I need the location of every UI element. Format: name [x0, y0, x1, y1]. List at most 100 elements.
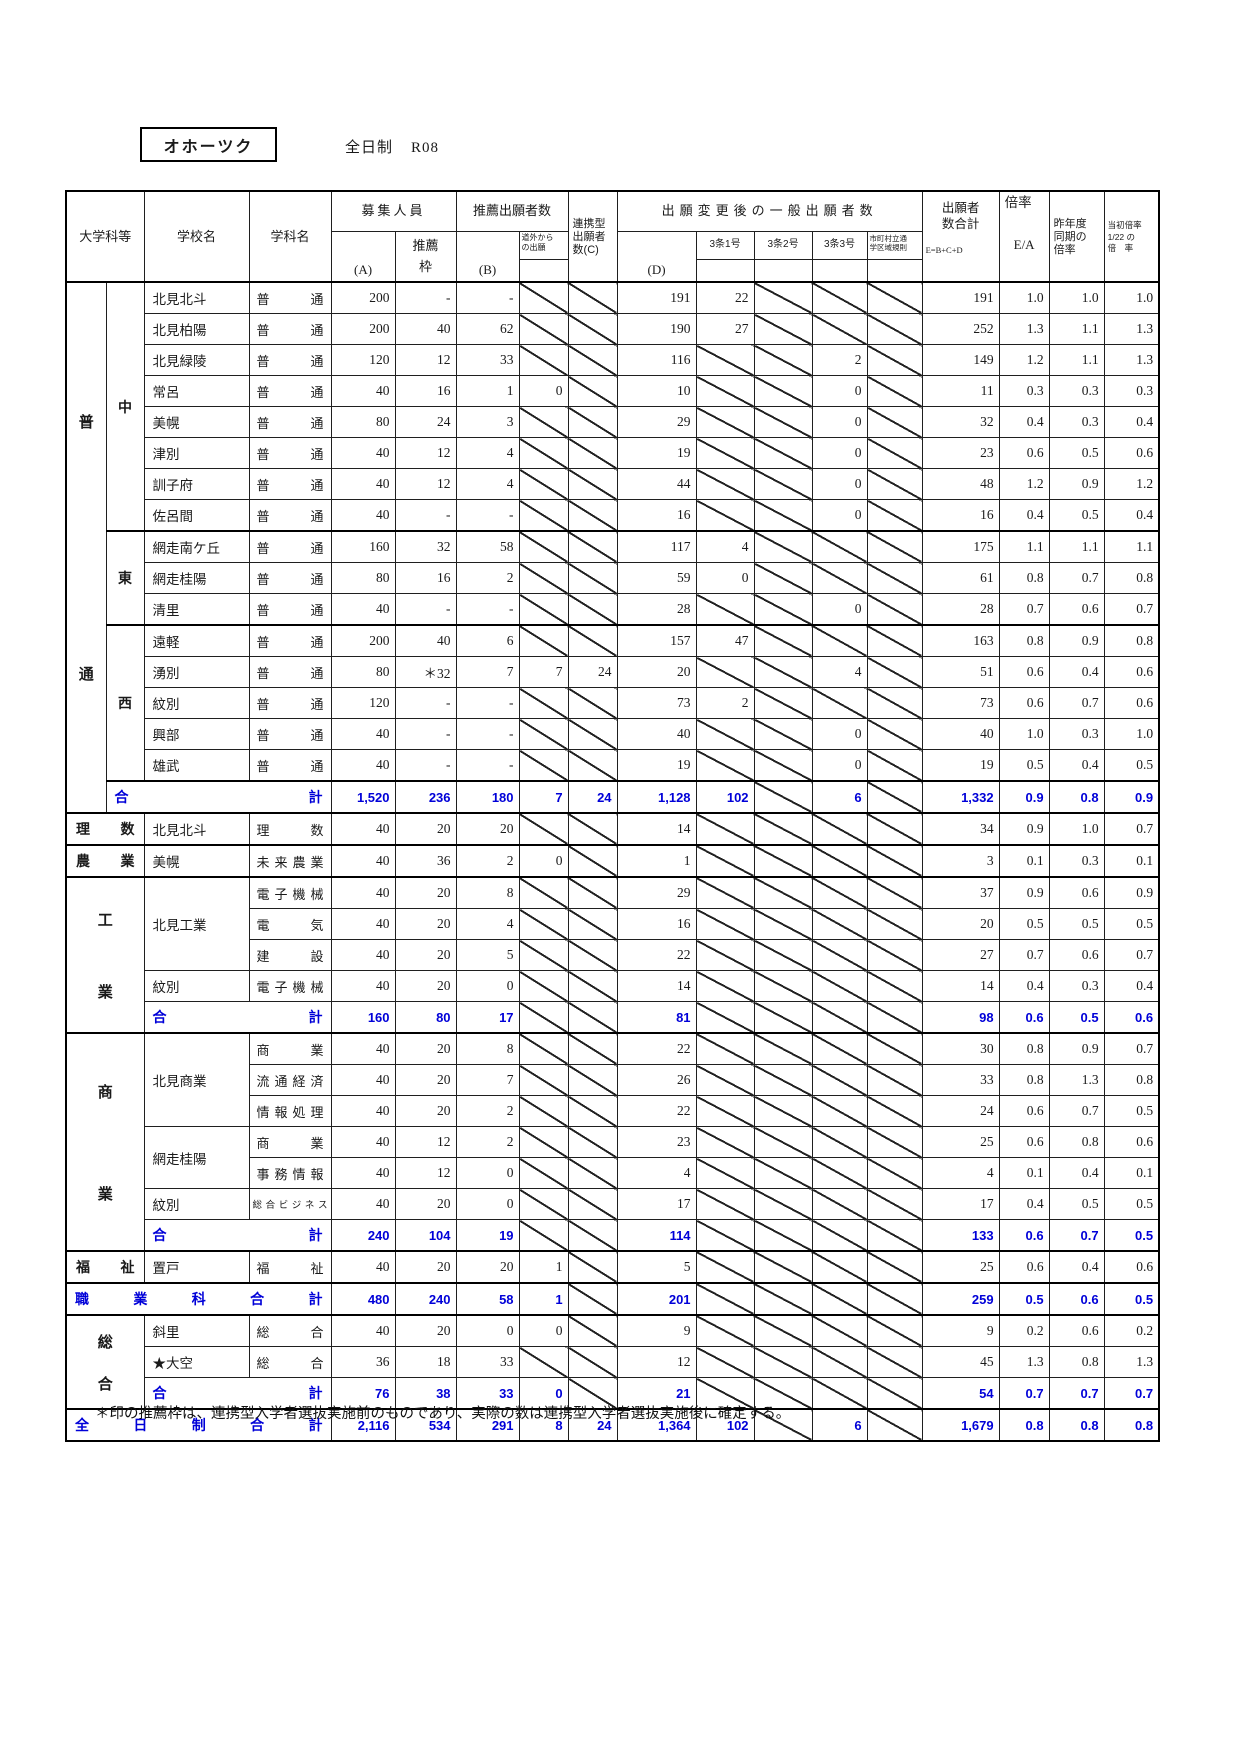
slash-cell — [567, 1188, 618, 1220]
slash-cell — [811, 1064, 868, 1096]
value-cell: 40 — [330, 939, 396, 971]
slash-cell — [518, 437, 569, 469]
slash-cell — [753, 1032, 813, 1065]
slash-cell — [866, 1001, 923, 1034]
value-cell: 20 — [616, 656, 697, 688]
value-cell: 5 — [616, 1250, 697, 1284]
value-cell: 102 — [695, 780, 755, 814]
slash-cell — [518, 1095, 569, 1127]
slash-cell — [866, 1157, 923, 1189]
department-cell: 普 通 — [248, 593, 332, 626]
category-label-char: 商 — [97, 1083, 113, 1101]
slash-cell — [866, 1095, 923, 1127]
department-cell: 普 通 — [248, 718, 332, 750]
slash-cell — [866, 970, 923, 1002]
school-name-cell: 興部 — [143, 718, 250, 750]
department-cell: 事務情報 — [248, 1157, 332, 1189]
slash-cell — [753, 1282, 813, 1316]
value-cell: 5 — [455, 939, 520, 971]
value-cell: 1.3 — [1103, 1346, 1160, 1378]
school-name-cell: 網走桂陽 — [143, 562, 250, 594]
slash-cell — [695, 656, 755, 688]
slash-cell — [567, 908, 618, 940]
table-row: 湧別普 通 80 ＊32 7 7 24 20 4 51 0.6 0.4 0.6 — [66, 656, 1160, 688]
slash-cell — [518, 468, 569, 500]
value-cell: 14 — [616, 970, 697, 1002]
value-cell: 0.6 — [1048, 876, 1105, 909]
value-cell: 16 — [616, 499, 697, 532]
value-cell: ＊32 — [394, 656, 457, 688]
slash-cell — [866, 530, 923, 563]
value-cell: 0.6 — [998, 1001, 1050, 1034]
value-cell: 1.3 — [1048, 1064, 1105, 1096]
value-cell: 0.5 — [1048, 437, 1105, 469]
slash-cell — [753, 281, 813, 314]
slash-cell — [753, 812, 813, 846]
table-row: 福 祉置戸福 祉 40 20 20 1 5 25 0.6 0.4 0.6 — [65, 1250, 1160, 1284]
slash-cell — [567, 1126, 618, 1158]
total-formula-label: E=B+C+D — [925, 244, 963, 255]
value-cell: - — [394, 281, 457, 314]
value-cell: 0.7 — [1103, 593, 1160, 626]
value-cell: 252 — [921, 313, 1000, 345]
slash-cell — [518, 1064, 569, 1096]
slash-cell — [753, 1095, 813, 1127]
value-cell: 40 — [330, 499, 396, 532]
value-cell: 0.7 — [1103, 812, 1160, 846]
value-cell: 3 — [921, 844, 1000, 878]
slash-cell — [567, 1250, 618, 1284]
value-cell: 23 — [921, 437, 1000, 469]
value-cell: 30 — [921, 1032, 1000, 1065]
value-cell: 0.1 — [998, 844, 1050, 878]
value-cell: 0.7 — [998, 939, 1050, 971]
value-cell: 16 — [394, 562, 457, 594]
value-cell: 28 — [616, 593, 697, 626]
value-cell: 7 — [455, 1064, 520, 1096]
value-cell: 0.9 — [1048, 1032, 1105, 1065]
slash-cell — [753, 844, 813, 878]
ratio-label: 倍率 — [1004, 195, 1032, 210]
value-cell: 22 — [616, 1032, 697, 1065]
slash-cell — [518, 313, 569, 345]
slash-cell — [753, 1064, 813, 1096]
slash-cell — [567, 876, 618, 909]
value-cell: 1.1 — [1048, 344, 1105, 376]
value-cell: 1.3 — [1103, 313, 1160, 345]
slash-cell — [753, 1001, 813, 1034]
slash-cell — [866, 1250, 923, 1284]
value-cell: 6 — [811, 780, 868, 814]
value-cell: 2 — [811, 344, 868, 376]
value-cell: 4 — [455, 908, 520, 940]
slash-cell — [567, 844, 618, 878]
total-applicants-label: 出願者 数合計 — [941, 201, 980, 232]
value-cell: - — [455, 281, 520, 314]
school-name-cell: 北見緑陵 — [143, 344, 250, 376]
value-cell: 20 — [394, 1188, 457, 1220]
value-cell: 9 — [921, 1314, 1000, 1347]
value-cell: 36 — [394, 844, 457, 878]
slash-cell — [866, 780, 923, 814]
value-cell: 0.9 — [998, 812, 1050, 846]
value-cell: 0.4 — [998, 406, 1050, 438]
value-cell: 0 — [811, 749, 868, 782]
slash-cell — [567, 1282, 618, 1316]
value-cell: 116 — [616, 344, 697, 376]
slash-cell — [753, 1377, 813, 1410]
value-cell: 0.7 — [1103, 939, 1160, 971]
value-cell: 0.7 — [998, 593, 1050, 626]
slash-cell — [811, 1157, 868, 1189]
value-cell: 20 — [394, 876, 457, 909]
value-cell: 21 — [616, 1377, 697, 1410]
value-cell: 40 — [330, 718, 396, 750]
value-cell: 40 — [330, 812, 396, 846]
value-cell: 48 — [921, 468, 1000, 500]
value-cell: 19 — [616, 437, 697, 469]
school-name-cell: 清里 — [143, 593, 250, 626]
department-cell: 福 祉 — [248, 1250, 332, 1284]
department-cell: 建 設 — [248, 939, 332, 971]
department-cell: 電子機械 — [248, 970, 332, 1002]
slash-cell — [753, 1314, 813, 1347]
value-cell: 0.3 — [1103, 375, 1160, 407]
slash-cell — [567, 718, 618, 750]
value-cell: 0.6 — [998, 437, 1050, 469]
